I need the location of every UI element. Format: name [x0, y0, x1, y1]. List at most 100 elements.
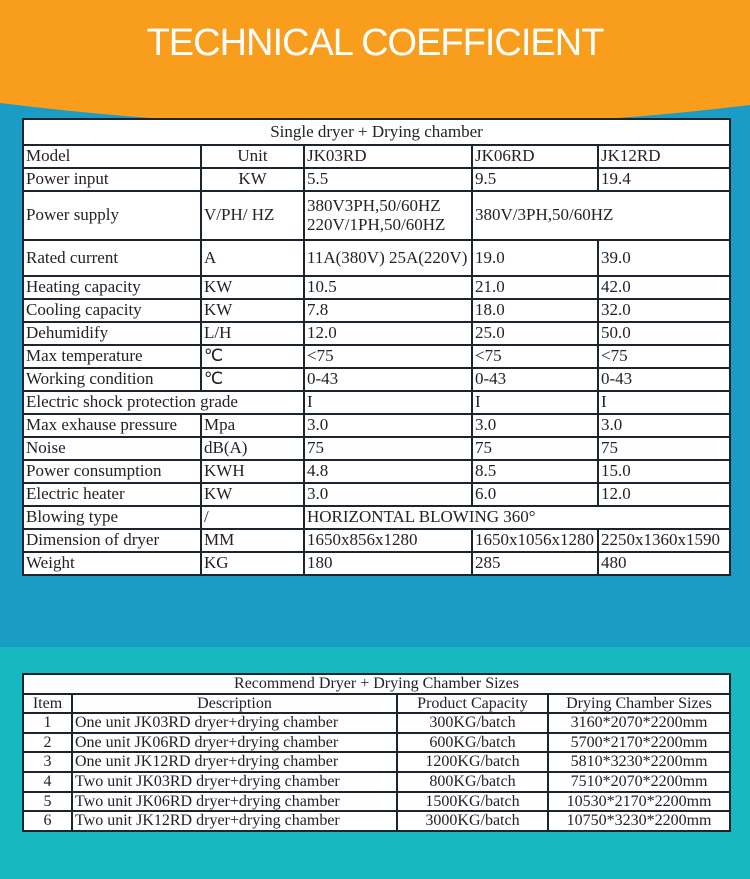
table-cell: 4.8	[303, 459, 473, 484]
table-cell: 75	[597, 436, 731, 461]
table-cell: Two unit JK12RD dryer+drying chamber	[71, 810, 398, 832]
table-cell: 5700*2170*2200mm	[546, 731, 732, 754]
table-cell: HORIZONTAL BLOWING 360°	[303, 505, 731, 530]
table-cell: Electric shock protection grade	[22, 390, 305, 415]
table-cell: Mpa	[200, 413, 305, 438]
table-cell: 75	[303, 436, 473, 461]
table-row: Weight KG 180 285 480	[22, 551, 731, 576]
table-cell: 2	[22, 731, 73, 754]
table-cell: 3000KG/batch	[396, 810, 549, 832]
table-cell: 3.0	[303, 482, 473, 507]
table-cell: KWH	[200, 459, 305, 484]
table-cell: A	[200, 239, 305, 277]
table-cell: KW	[200, 275, 305, 300]
table-cell: 1200KG/batch	[396, 751, 549, 773]
spec-table: Single dryer + Drying chamber Model Unit JK…	[22, 118, 731, 576]
table-cell: Power input	[22, 167, 202, 192]
table-cell: 1	[22, 712, 73, 734]
table-header-row: Model Unit JK03RD JK06RD JK12RD	[22, 144, 731, 169]
table-cell: <75	[471, 344, 599, 369]
table-cell: dB(A)	[200, 436, 305, 461]
table-header-row: Item Description Product Capacity Drying Ch…	[22, 692, 732, 715]
table-cell: L/H	[200, 321, 305, 346]
table-cell: 3160*2070*2200mm	[546, 712, 732, 734]
table-cell: 50.0	[597, 321, 731, 346]
table-cell: Dimension of dryer	[22, 528, 202, 553]
table-cell: One unit JK03RD dryer+drying chamber	[71, 712, 398, 734]
table-cell: 1650x1056x1280	[471, 528, 599, 553]
table-cell: /	[200, 505, 305, 530]
table-cell: Power consumption	[22, 459, 202, 484]
table-cell: One unit JK06RD dryer+drying chamber	[71, 731, 398, 754]
table-cell: 32.0	[597, 298, 731, 323]
table-cell: 480	[597, 551, 731, 576]
orange-banner	[0, 0, 750, 128]
table-cell: ℃	[200, 367, 305, 392]
table-row: Blowing type / HORIZONTAL BLOWING 360°	[22, 505, 731, 530]
recommend-table: Recommend Dryer + Drying Chamber Sizes It…	[21, 673, 732, 832]
table-cell: KW	[200, 167, 305, 192]
table-cell: 600KG/batch	[396, 731, 549, 754]
table-cell: 380V/3PH,50/60HZ	[471, 190, 731, 241]
table-row: 2 One unit JK06RD dryer+drying chamber 600…	[22, 731, 732, 754]
column-header: Item	[22, 692, 73, 715]
table-cell: 4	[22, 770, 73, 793]
table-cell: 1650x856x1280	[303, 528, 473, 553]
table-cell: One unit JK12RD dryer+drying chamber	[71, 751, 398, 773]
column-header: JK12RD	[597, 144, 731, 169]
column-header: Drying Chamber Sizes	[546, 692, 732, 715]
table-row: Electric shock protection grade I I I	[22, 390, 731, 415]
table-cell: 7510*2070*2200mm	[546, 770, 732, 793]
table-cell: Dehumidify	[22, 321, 202, 346]
table-cell: 7.8	[303, 298, 473, 323]
table-cell: 75	[471, 436, 599, 461]
table-cell: 9.5	[471, 167, 599, 192]
table-cell: KW	[200, 298, 305, 323]
table-cell: 5	[22, 790, 73, 813]
table-cell: 25.0	[471, 321, 599, 346]
table-cell: 5810*3230*2200mm	[546, 751, 732, 773]
table-cell: I	[471, 390, 599, 415]
table-cell: Blowing type	[22, 505, 202, 530]
table-cell: 0-43	[471, 367, 599, 392]
table-cell: 10750*3230*2200mm	[546, 810, 732, 832]
table-cell: Power supply	[22, 190, 202, 241]
table-cell: Cooling capacity	[22, 298, 202, 323]
column-header: Unit	[200, 144, 305, 169]
table-cell: <75	[303, 344, 473, 369]
table-cell: MM	[200, 528, 305, 553]
table-cell: 11A(380V) 25A(220V)	[303, 239, 473, 277]
table-cell: 18.0	[471, 298, 599, 323]
table-cell: 6.0	[471, 482, 599, 507]
table-row: Electric heater KW 3.0 6.0 12.0	[22, 482, 731, 507]
table-title: Recommend Dryer + Drying Chamber Sizes	[21, 673, 732, 695]
table-cell: 3.0	[303, 413, 473, 438]
table-cell: 21.0	[471, 275, 599, 300]
table-cell: 800KG/batch	[396, 770, 549, 793]
cell-line: 380V3PH,50/60HZ	[307, 195, 441, 215]
table-cell: ℃	[200, 344, 305, 369]
table-cell: 5.5	[303, 167, 473, 192]
table-cell: I	[597, 390, 731, 415]
table-cell: 15.0	[597, 459, 731, 484]
table-cell: Max temperature	[22, 344, 202, 369]
table-cell: I	[303, 390, 473, 415]
column-header: Model	[22, 144, 202, 169]
table-cell: 42.0	[597, 275, 731, 300]
table-title-row: Single dryer + Drying chamber	[22, 118, 731, 146]
table-row: Dimension of dryer MM 1650x856x1280 1650x10…	[22, 528, 731, 553]
table-cell: Working condition	[22, 367, 202, 392]
table-row: Rated current A 11A(380V) 25A(220V) 19.0 39.…	[22, 239, 731, 277]
table-cell: Max exhause pressure	[22, 413, 202, 438]
table-cell: 380V3PH,50/60HZ 220V/1PH,50/60HZ	[303, 190, 473, 241]
table-cell: KW	[200, 482, 305, 507]
table-row: Dehumidify L/H 12.0 25.0 50.0	[22, 321, 731, 346]
table-cell: Two unit JK06RD dryer+drying chamber	[71, 790, 398, 813]
table-cell: Heating capacity	[22, 275, 202, 300]
table-row: Max temperature ℃ <75 <75 <75	[22, 344, 731, 369]
cell-line: 220V/1PH,50/60HZ	[307, 214, 446, 234]
table-row: 3 One unit JK12RD dryer+drying chamber 120…	[22, 751, 732, 773]
column-header: JK03RD	[303, 144, 473, 169]
table-cell: Electric heater	[22, 482, 202, 507]
table-cell: 6	[22, 810, 73, 832]
